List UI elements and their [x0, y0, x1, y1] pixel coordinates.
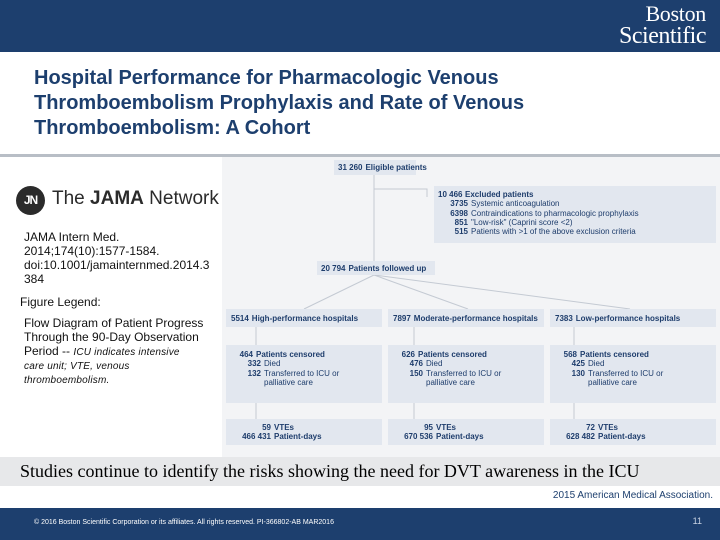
moderate-performance-hospitals-box: 7897 Moderate-performance hospitals: [388, 309, 544, 327]
connector-to-low: [373, 274, 631, 310]
low-performance-vte-box: 72 VTEs 628 482 Patient-days: [550, 419, 716, 445]
patient-flow-diagram: 31 260 Eligible patients 10 466 Excluded p…: [222, 157, 720, 457]
low-performance-hospitals-box: 7383 Low-performance hospitals: [550, 309, 716, 327]
moderate-performance-censored-box: 626 Patients censored 476 Died 150 Transfer…: [388, 345, 544, 403]
jama-network-logo-icon: JN: [16, 186, 45, 215]
eligible-patients-box: 31 260 Eligible patients: [334, 160, 427, 175]
figure-legend-heading: Figure Legend:: [20, 295, 101, 309]
figure-legend-description: Flow Diagram of Patient Progress Through…: [24, 316, 204, 386]
patients-followed-up-box: 20 794 Patients followed up: [317, 261, 435, 275]
boston-scientific-logo: Boston Scientific: [619, 1, 706, 49]
connector-to-high: [303, 274, 375, 310]
jama-network-wordmark: The JAMA Network: [52, 188, 219, 209]
top-banner: [0, 0, 720, 52]
flow-connectors: [255, 175, 631, 419]
page-number: 11: [692, 516, 702, 526]
connector-to-moderate: [373, 274, 469, 310]
slide-title: Hospital Performance for Pharmacologic V…: [34, 67, 525, 139]
connector-to-excluded: [374, 188, 428, 197]
citation: JAMA Intern Med. 2014;174(10):1577-1584.…: [24, 230, 210, 286]
low-performance-censored-box: 568 Patients censored 425 Died 130 Transfer…: [550, 345, 716, 403]
caption-band: [0, 457, 720, 486]
footer-legal-text: © 2016 Boston Scientific Corporation or …: [34, 519, 334, 526]
high-performance-hospitals-box: 5514 High-performance hospitals: [226, 309, 382, 327]
footer-bar: [0, 508, 720, 540]
high-performance-vte-box: 59 VTEs 466 431 Patient-days: [226, 419, 382, 445]
high-performance-censored-box: 464 Patients censored 332 Died 132 Transfer…: [226, 345, 382, 403]
copyright-notice: 2015 American Medical Association.: [552, 490, 713, 501]
caption-text: Studies continue to identify the risks s…: [20, 461, 640, 481]
moderate-performance-vte-box: 95 VTEs 670 536 Patient-days: [388, 419, 544, 445]
excluded-patients-box: 10 466 Excluded patients 3735 Systemic ant…: [434, 186, 716, 243]
title-divider: [0, 154, 720, 157]
